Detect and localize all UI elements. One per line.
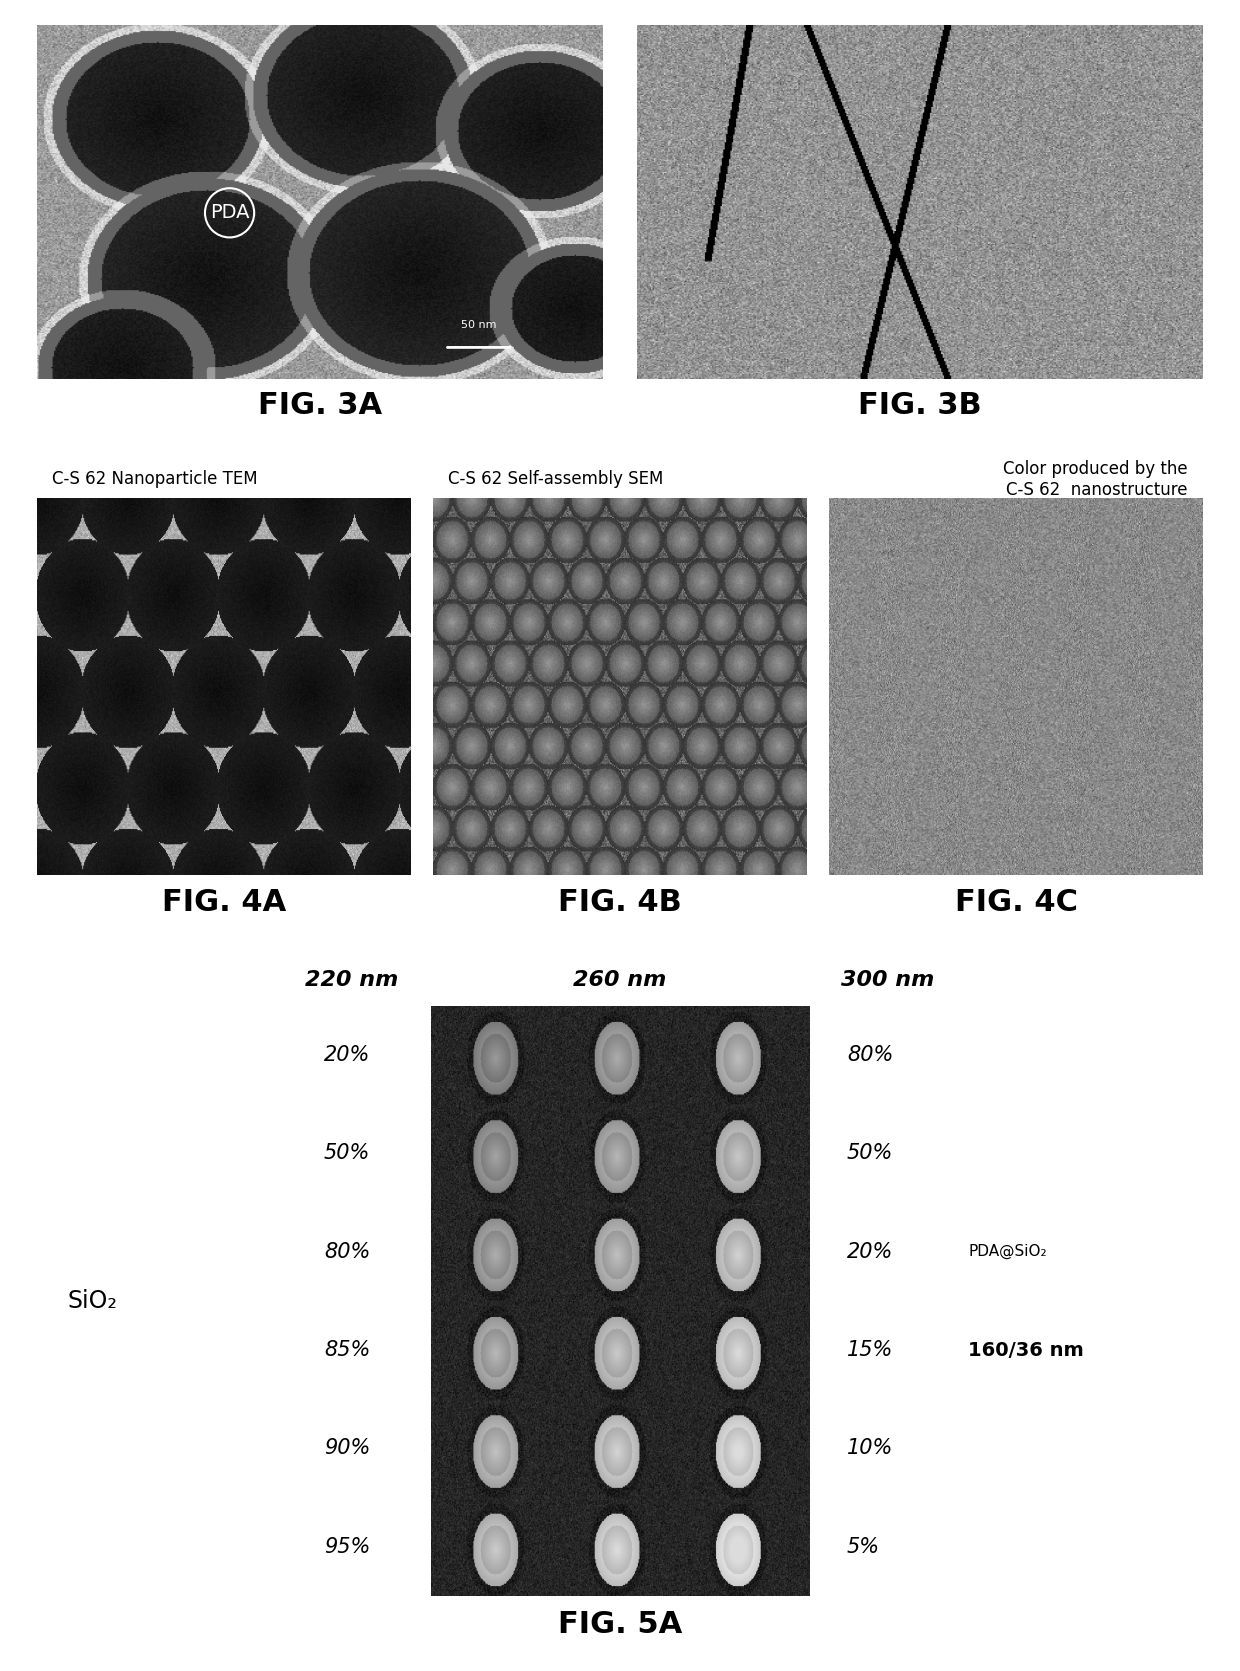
- Text: 80%: 80%: [847, 1044, 894, 1064]
- Text: SiO₂: SiO₂: [67, 1288, 118, 1313]
- Text: FIG. 3A: FIG. 3A: [258, 391, 382, 419]
- Text: 15%: 15%: [847, 1340, 894, 1360]
- Text: 5%: 5%: [847, 1537, 880, 1557]
- Text: 300 nm: 300 nm: [842, 971, 935, 991]
- Text: 50%: 50%: [324, 1143, 371, 1163]
- Text: PDA: PDA: [210, 204, 249, 222]
- Text: FIG. 3B: FIG. 3B: [858, 391, 982, 419]
- Text: FIG. 4B: FIG. 4B: [558, 887, 682, 917]
- Text: 220 nm: 220 nm: [305, 971, 398, 991]
- Text: 95%: 95%: [324, 1537, 371, 1557]
- Text: 80%: 80%: [324, 1242, 371, 1262]
- Text: FIG. 5A: FIG. 5A: [558, 1609, 682, 1639]
- Text: FIG. 4C: FIG. 4C: [955, 887, 1078, 917]
- Text: 20%: 20%: [847, 1242, 894, 1262]
- Text: 260 nm: 260 nm: [573, 971, 667, 991]
- Text: C-S 62 Self-assembly SEM: C-S 62 Self-assembly SEM: [448, 471, 663, 488]
- Text: FIG. 4A: FIG. 4A: [162, 887, 286, 917]
- Text: 85%: 85%: [324, 1340, 371, 1360]
- Text: 20%: 20%: [324, 1044, 371, 1064]
- Text: 10%: 10%: [847, 1439, 894, 1459]
- Text: PDA@SiO₂: PDA@SiO₂: [968, 1245, 1047, 1260]
- Text: Color produced by the
C-S 62  nanostructure: Color produced by the C-S 62 nanostructu…: [1003, 460, 1188, 500]
- Text: 50%: 50%: [847, 1143, 894, 1163]
- Text: 160/36 nm: 160/36 nm: [968, 1340, 1084, 1360]
- Text: 50 nm: 50 nm: [461, 319, 496, 329]
- Text: 90%: 90%: [324, 1439, 371, 1459]
- Text: C-S 62 Nanoparticle TEM: C-S 62 Nanoparticle TEM: [52, 471, 258, 488]
